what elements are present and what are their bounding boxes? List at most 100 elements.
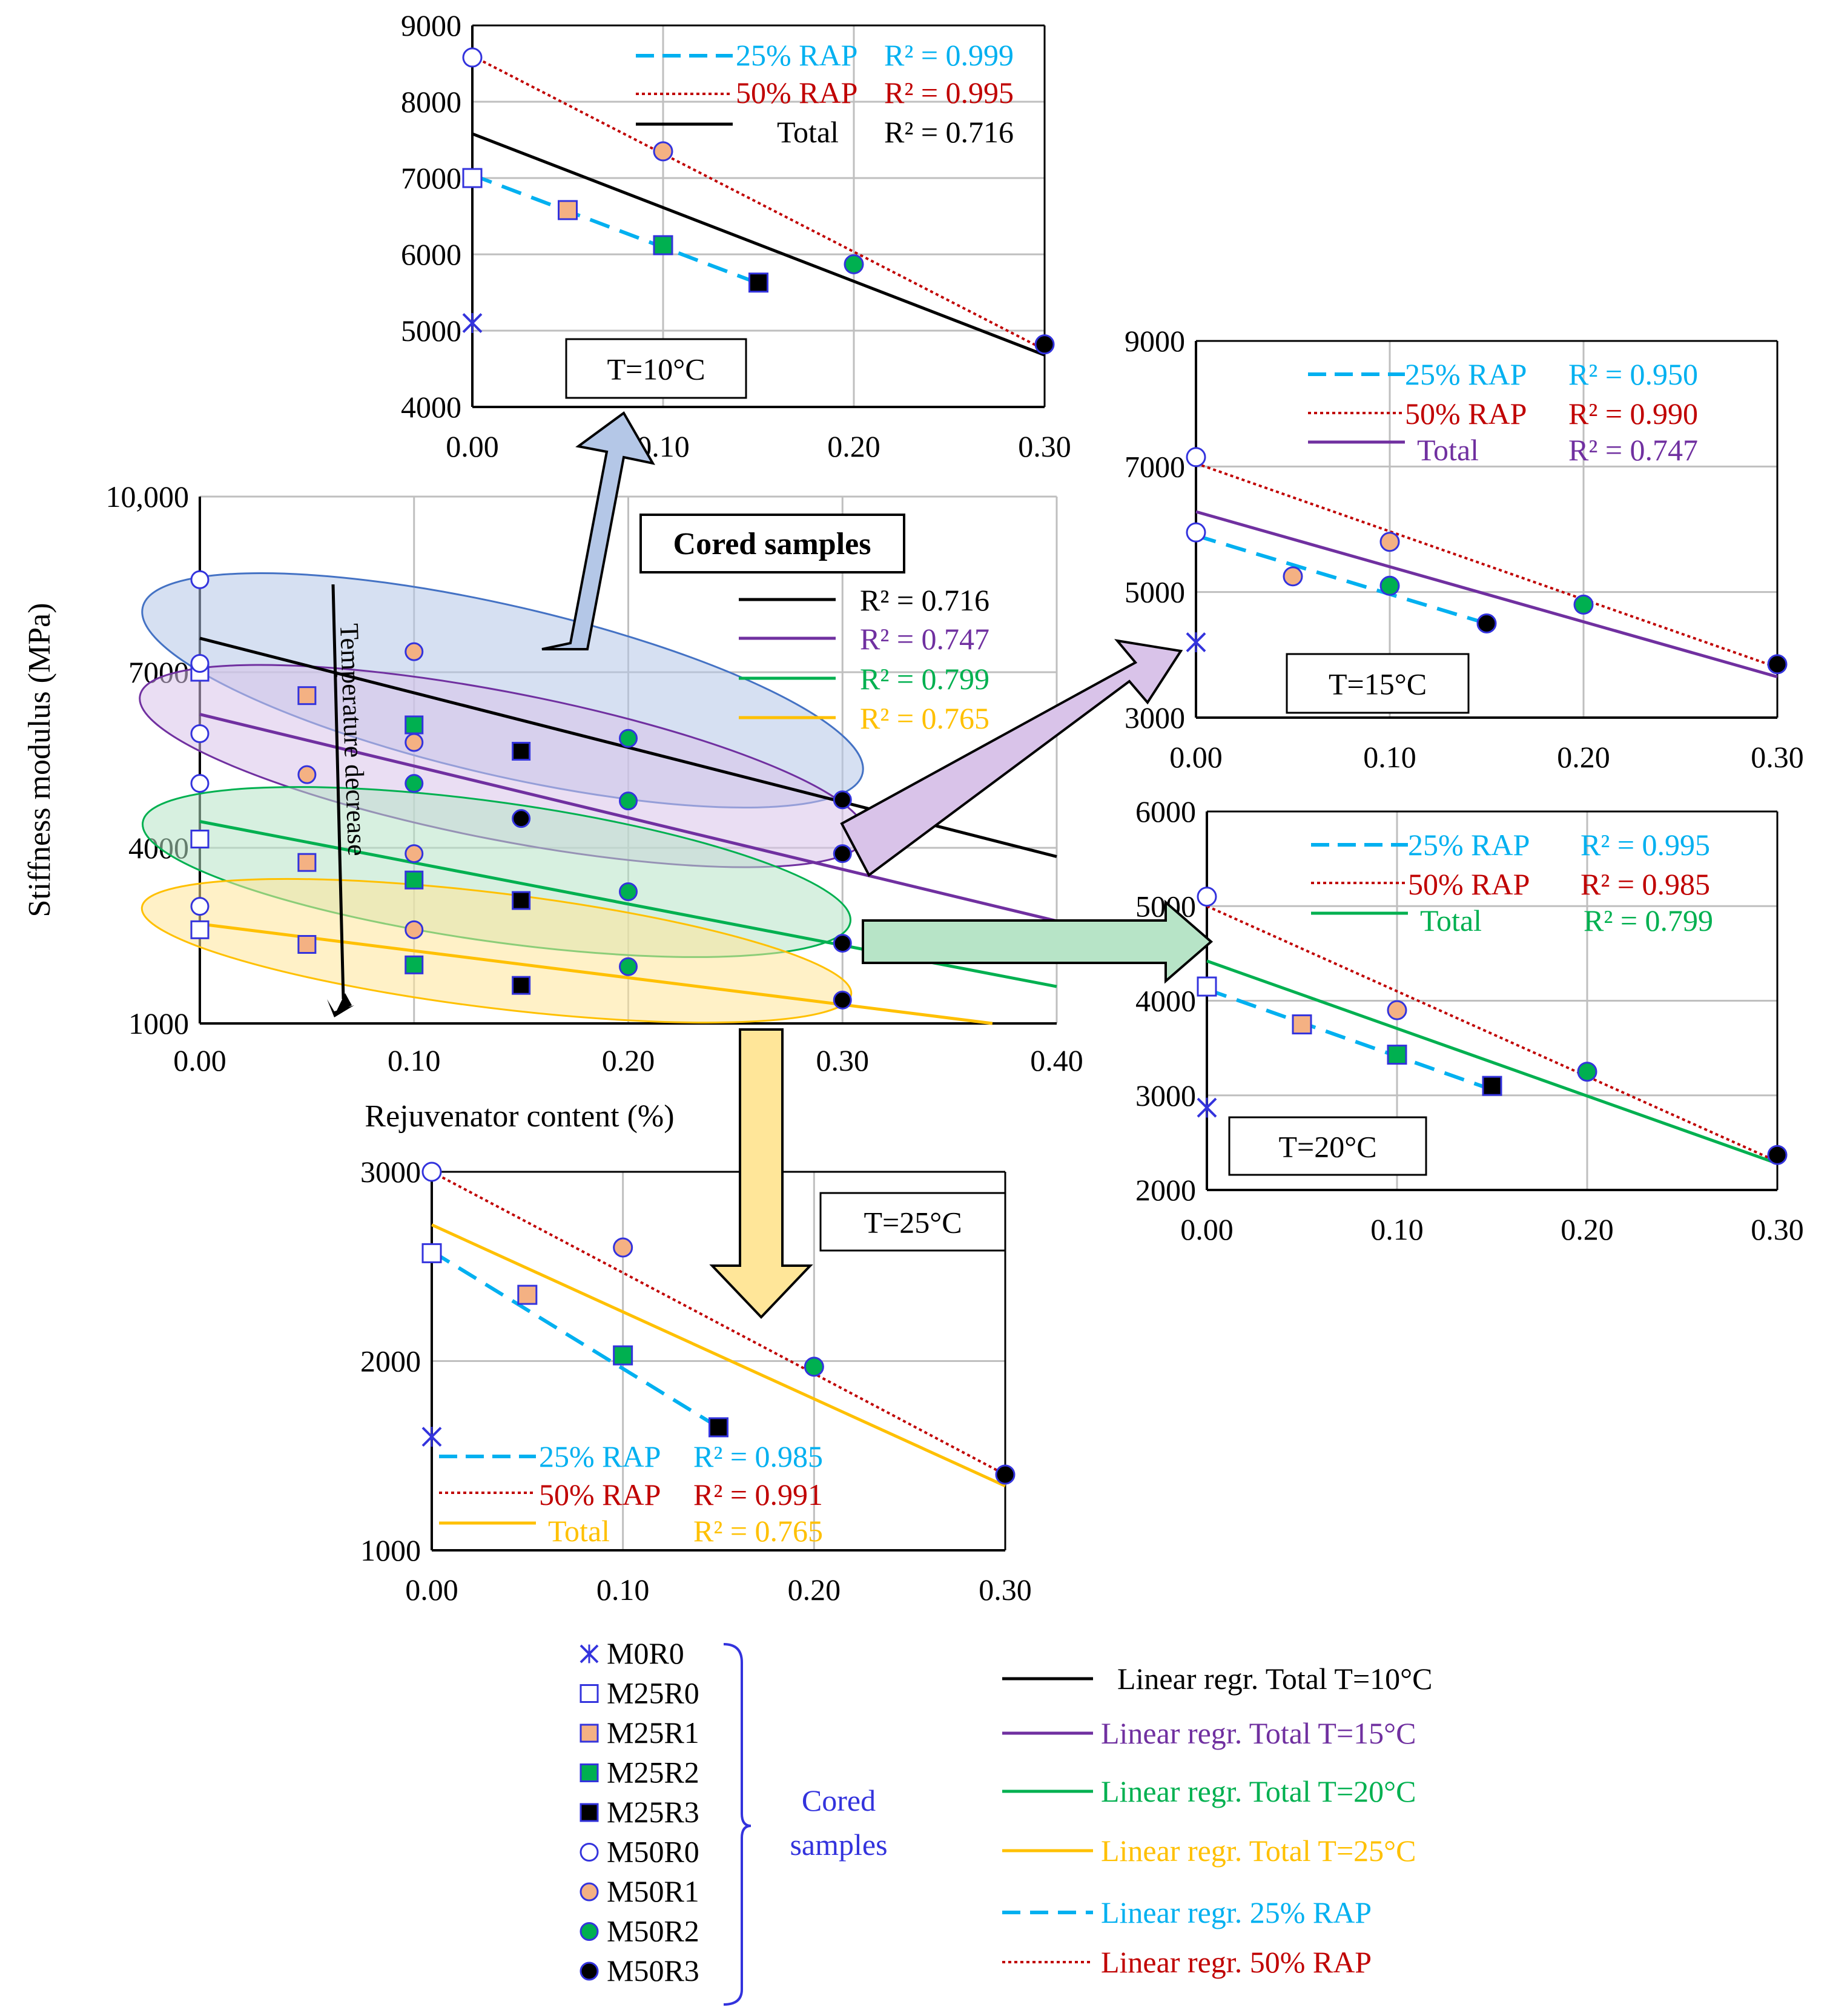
regression-line-total25 [199, 922, 993, 1025]
marker-legend: M0R0 M25R0 M25R1 M25R2 M25R3 M50R0 M50R1 M50R2 M… [580, 1636, 888, 2006]
temperature-arrow [331, 584, 345, 1000]
marker-m25r3 [709, 1417, 728, 1438]
regression-line [431, 1171, 1006, 1476]
marker-m50r2 [844, 254, 864, 274]
regression-line [472, 55, 1045, 351]
legend-label: Total [777, 115, 839, 149]
marker-m50r3 [1034, 334, 1055, 355]
x-tick-label: 0.00 [446, 429, 499, 463]
arrow-to-t25 [709, 1028, 813, 1319]
marker-legend-label: M50R2 [607, 1914, 699, 1948]
marker-m25r3 [512, 891, 531, 910]
arrow-to-t20 [862, 899, 1214, 984]
regression-line [472, 132, 1045, 357]
legend-r2: R² = 0.995 [1581, 828, 1710, 862]
temperature-box [1286, 653, 1470, 714]
y-tick-label: 9000 [401, 8, 461, 42]
temperature-box [1228, 1116, 1427, 1176]
line-legend-label: Linear regr. Total T=20°C [1101, 1774, 1416, 1808]
marker-m50r2 [619, 957, 638, 976]
marker-m50r2 [619, 792, 638, 811]
marker-m25r0 [190, 830, 210, 848]
legend-r2: R² = 0.950 [1568, 357, 1698, 391]
temperature-arrowhead [335, 993, 352, 1014]
legend-r2: R² = 0.999 [884, 38, 1014, 72]
y-tick-label: 3000 [360, 1155, 421, 1189]
y-tick-label: 5000 [401, 314, 461, 348]
marker-m50r0 [190, 897, 210, 916]
marker-m50r1 [1379, 532, 1400, 552]
temperature-title: T=20°C [1278, 1130, 1376, 1164]
legend-r2: R² = 0.716 [860, 583, 989, 617]
marker-m25r2 [580, 1763, 599, 1782]
marker-m50r1 [405, 642, 424, 661]
marker-m50r2 [580, 1922, 599, 1941]
legend-label: 25% RAP [1405, 357, 1527, 391]
marker-legend-label: M25R3 [607, 1795, 699, 1829]
legend-label: 50% RAP [1408, 867, 1530, 901]
marker-m50r0 [1186, 522, 1206, 543]
marker-m50r0 [190, 570, 210, 589]
y-tick-label: 7000 [1125, 449, 1185, 483]
marker-m25r0 [1197, 976, 1217, 997]
legend-r2: R² = 0.995 [884, 76, 1014, 110]
marker-m50r3 [833, 844, 852, 864]
legend-r2: R² = 0.799 [860, 662, 989, 696]
marker-m25r1 [297, 686, 317, 706]
marker-legend-label: M25R1 [607, 1716, 699, 1750]
connector-arrows [541, 411, 1214, 1319]
x-tick-label: 0.00 [1169, 740, 1223, 774]
marker-m25r0 [421, 1243, 442, 1263]
y-tick-label: 3000 [1135, 1079, 1196, 1112]
x-tick-label: 0.20 [827, 429, 880, 463]
legend-r2: R² = 0.985 [1581, 867, 1710, 901]
regression-line [431, 1249, 720, 1429]
marker-m25r2 [653, 235, 673, 256]
marker-m50r1 [405, 733, 424, 752]
legend-r2: R² = 0.799 [1584, 904, 1713, 937]
marker-m50r3 [833, 934, 852, 953]
chart-t10: 0.00 0.10 0.20 0.30400050006000700080009000… [401, 8, 1071, 463]
legend-r2: R² = 0.716 [884, 115, 1014, 149]
main-chart: 0.000.100.200.300.4010004000700010,000Co… [22, 480, 1083, 1134]
y-axis-label: Stiffness modulus (MPa) [22, 603, 57, 917]
marker-m25r3 [748, 273, 768, 293]
y-tick-label: 1000 [360, 1533, 421, 1567]
marker-m25r2 [1387, 1045, 1407, 1065]
marker-m50r3 [995, 1464, 1016, 1485]
chart-title: Cored samples [673, 527, 871, 561]
arrow-to-t15 [840, 639, 1183, 877]
marker-m50r2 [804, 1357, 824, 1377]
legend-label: 25% RAP [736, 38, 857, 72]
y-tick-label: 8000 [401, 85, 461, 119]
x-tick-label: 0.10 [1363, 740, 1416, 774]
x-tick-label: 0.10 [596, 1573, 650, 1607]
marker-m50r1 [653, 141, 673, 162]
marker-m25r2 [405, 870, 424, 890]
marker-m50r1 [405, 920, 424, 939]
legend-r2: R² = 0.765 [693, 1514, 823, 1548]
marker-m50r2 [619, 882, 638, 901]
marker-m50r1 [1387, 1000, 1407, 1020]
y-tick-label: 6000 [1135, 795, 1196, 828]
legend-r2: R² = 0.747 [1568, 433, 1698, 467]
marker-m50r3 [580, 1961, 599, 1981]
line-legend-label: Linear regr. Total T=15°C [1101, 1716, 1416, 1750]
x-tick-label: 0.20 [1561, 1212, 1614, 1246]
marker-m50r1 [1283, 566, 1303, 587]
y-tick-label: 5000 [1125, 575, 1185, 609]
marker-legend-label: M25R2 [607, 1756, 699, 1790]
cored-label-1: Cored [802, 1783, 876, 1817]
y-tick-label: 10,000 [106, 480, 190, 514]
marker-m25r0 [580, 1684, 599, 1703]
marker-legend-label: M50R0 [607, 1835, 699, 1869]
marker-m25r1 [580, 1724, 599, 1743]
temperature-title: T=10°C [607, 352, 705, 386]
marker-m25r0 [462, 168, 483, 188]
marker-m50r3 [1767, 1145, 1788, 1165]
legend-label: 50% RAP [539, 1478, 661, 1512]
temperature-title: T=15°C [1329, 667, 1427, 701]
x-tick-label: 0.30 [1751, 1212, 1804, 1246]
temperature-box [565, 338, 747, 399]
temperature-arrowhead [327, 999, 354, 1017]
